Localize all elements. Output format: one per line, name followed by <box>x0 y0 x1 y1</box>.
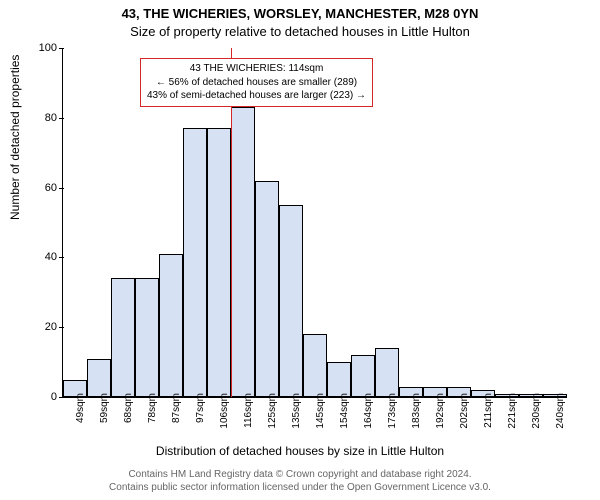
annotation-box: 43 THE WICHERIES: 114sqm← 56% of detache… <box>140 58 373 107</box>
histogram-bar <box>87 359 111 397</box>
histogram-bar <box>207 128 231 397</box>
histogram-bar <box>231 107 255 397</box>
y-tick-label: 40 <box>27 251 63 263</box>
footer-line-1: Contains HM Land Registry data © Crown c… <box>0 469 600 482</box>
title-address: 43, THE WICHERIES, WORSLEY, MANCHESTER, … <box>0 6 600 21</box>
y-axis-label: Number of detached properties <box>8 55 22 220</box>
y-tick-label: 100 <box>27 42 63 54</box>
footer-line-2: Contains public sector information licen… <box>0 482 600 495</box>
annotation-line: 43 THE WICHERIES: 114sqm <box>147 62 366 76</box>
title-subtitle: Size of property relative to detached ho… <box>0 24 600 39</box>
chart-plot-area: 02040608010049sqm59sqm68sqm78sqm87sqm97s… <box>62 48 567 398</box>
histogram-bar <box>375 348 399 397</box>
x-axis-label: Distribution of detached houses by size … <box>0 444 600 458</box>
histogram-bar <box>159 254 183 397</box>
y-tick-label: 0 <box>27 391 63 403</box>
y-tick-label: 20 <box>27 321 63 333</box>
histogram-bar <box>303 334 327 397</box>
y-tick-label: 80 <box>27 112 63 124</box>
chart-container: 43, THE WICHERIES, WORSLEY, MANCHESTER, … <box>0 0 600 500</box>
histogram-bar <box>351 355 375 397</box>
histogram-bar <box>279 205 303 397</box>
annotation-line: ← 56% of detached houses are smaller (28… <box>147 76 366 90</box>
histogram-bar <box>327 362 351 397</box>
histogram-bar <box>111 278 135 397</box>
histogram-bar <box>255 181 279 397</box>
footer-attribution: Contains HM Land Registry data © Crown c… <box>0 469 600 494</box>
histogram-bar <box>135 278 159 397</box>
histogram-bar <box>183 128 207 397</box>
annotation-line: 43% of semi-detached houses are larger (… <box>147 89 366 103</box>
y-tick-label: 60 <box>27 182 63 194</box>
